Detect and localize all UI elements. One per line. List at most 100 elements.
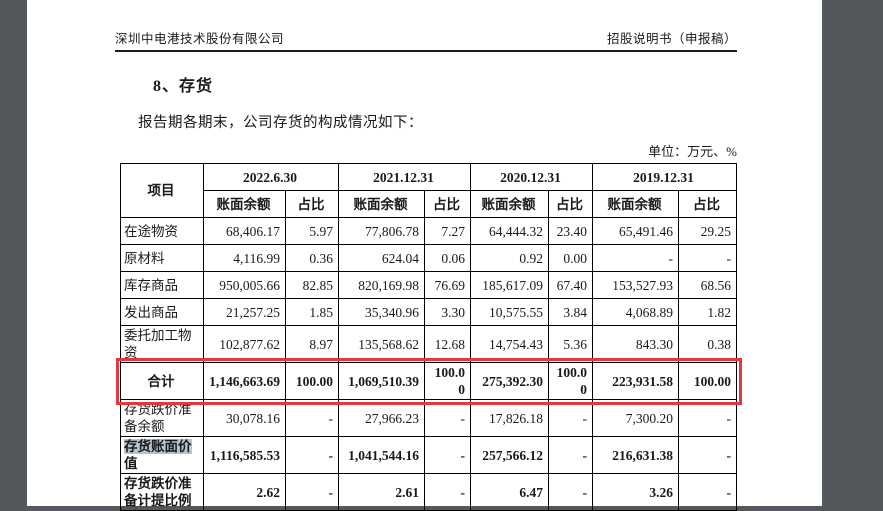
cell-value: 3.84	[548, 298, 593, 326]
row-label: 存货跌价准备余额	[120, 399, 204, 437]
cell-value: 76.69	[424, 271, 471, 299]
cell-value: 1.85	[285, 298, 339, 326]
cell-value: 7,300.20	[592, 399, 679, 437]
cell-value: -	[548, 399, 593, 437]
column-header-period-2022: 2022.6.30	[203, 163, 339, 191]
cell-value: -	[548, 436, 593, 474]
cell-value: -	[592, 244, 679, 272]
column-header-ratio: 占比	[424, 190, 471, 218]
cell-value: -	[285, 399, 339, 437]
company-name: 深圳中电港技术股份有限公司	[115, 32, 285, 46]
cell-value: 100.00	[424, 362, 471, 400]
cell-value: 0.06	[424, 244, 471, 272]
cell-value: -	[678, 399, 737, 437]
row-label: 库存商品	[120, 271, 204, 299]
cell-value: 1,146,663.69	[203, 362, 286, 400]
cell-value: 3.26	[592, 473, 679, 511]
cell-value: 27,966.23	[338, 399, 425, 437]
table-header-row-measures: 账面余额 占比 账面余额 占比 账面余额 占比 账面余额 占比	[121, 190, 737, 218]
table-row: 委托加工物资 102,877.62 8.97 135,568.62 12.68 14,75…	[120, 325, 737, 363]
column-header-item: 项目	[120, 163, 204, 218]
document-type-label: 招股说明书（申报稿）	[606, 32, 737, 46]
column-header-balance: 账面余额	[592, 190, 679, 218]
column-header-period-2021: 2021.12.31	[338, 163, 471, 191]
cell-value: 2.61	[338, 473, 425, 511]
cell-value: 820,169.98	[338, 271, 425, 299]
document-page: 深圳中电港技术股份有限公司 招股说明书（申报稿） 8、存货 报告期各期末，公司存…	[27, 0, 822, 511]
cell-value: 65,491.46	[592, 217, 679, 245]
cell-value: 102,877.62	[203, 325, 286, 363]
cell-value: 1,116,585.53	[203, 436, 286, 474]
cell-value: 5.36	[548, 325, 593, 363]
table-header-row-periods: 项目 2022.6.30 2021.12.31 2020.12.31 2019.…	[120, 163, 737, 218]
cell-value: 216,631.38	[592, 436, 679, 474]
cell-value: -	[424, 473, 471, 511]
cell-value: 4,068.89	[592, 298, 679, 326]
cell-value: 35,340.96	[338, 298, 425, 326]
cell-value: 185,617.09	[470, 271, 549, 299]
column-header-period-2019: 2019.12.31	[592, 163, 737, 191]
cell-value: 8.97	[285, 325, 339, 363]
column-header-ratio: 占比	[285, 190, 339, 218]
cell-value: 843.30	[592, 325, 679, 363]
cell-value: -	[285, 436, 339, 474]
cell-value: 950,005.66	[203, 271, 286, 299]
cell-value: 64,444.32	[470, 217, 549, 245]
column-header-period-2020: 2020.12.31	[470, 163, 593, 191]
cell-value: 275,392.30	[470, 362, 549, 400]
cell-value: -	[285, 473, 339, 511]
cell-value: 1.82	[678, 298, 737, 326]
cell-value: 4,116.99	[203, 244, 286, 272]
text-selection-highlight: 存货账面价	[124, 439, 192, 454]
table-row: 存货账面价值 1,116,585.53-1,041,544.16-257,566.…	[120, 436, 737, 474]
row-label: 原材料	[120, 244, 204, 272]
cell-value: 30,078.16	[203, 399, 286, 437]
column-header-balance: 账面余额	[470, 190, 549, 218]
cell-value: -	[424, 436, 471, 474]
table-row: 存货跌价准备余额 30,078.16-27,966.23-17,826.18-7,…	[120, 399, 737, 437]
cell-value: -	[424, 399, 471, 437]
table-row: 原材料 4,116.99 0.36 624.04 0.06 0.92 0.00- -	[120, 244, 737, 272]
column-header-ratio: 占比	[678, 190, 737, 218]
cell-value: 68,406.17	[203, 217, 286, 245]
row-label: 合计	[120, 362, 204, 400]
cell-value: 67.40	[548, 271, 593, 299]
table-row: 在途物资 68,406.17 5.97 77,806.78 7.27 64,444.32 2…	[120, 217, 737, 245]
cell-value: 257,566.12	[470, 436, 549, 474]
intro-paragraph: 报告期各期末，公司存货的构成情况如下：	[138, 115, 423, 131]
cell-value: 100.00	[548, 362, 593, 400]
cell-value: 10,575.55	[470, 298, 549, 326]
cell-value: 223,931.58	[592, 362, 679, 400]
cell-value: 3.30	[424, 298, 471, 326]
table-row: 库存商品 950,005.66 82.85 820,169.98 76.69 185,61…	[120, 271, 737, 299]
cell-value: -	[678, 436, 737, 474]
table-row: 存货跌价准备计提比例 2.62-2.61-6.47-3.26-	[120, 473, 737, 511]
unit-note: 单位：万元、%	[648, 144, 737, 159]
total-row: 合计 1,146,663.69 100.00 1,069,510.39 100.00 27…	[115, 357, 742, 405]
cell-value: 17,826.18	[470, 399, 549, 437]
cell-value: 82.85	[285, 271, 339, 299]
cell-value: 135,568.62	[338, 325, 425, 363]
cell-value: -	[678, 473, 737, 511]
cell-value: 2.62	[203, 473, 286, 511]
cell-value: 29.25	[678, 217, 737, 245]
section-title: 8、存货	[153, 78, 214, 95]
cell-value: 7.27	[424, 217, 471, 245]
cell-value: 21,257.25	[203, 298, 286, 326]
cell-value: 100.00	[285, 362, 339, 400]
row-label: 发出商品	[120, 298, 204, 326]
cell-value: 0.00	[548, 244, 593, 272]
cell-value: 0.36	[285, 244, 339, 272]
cell-value: 12.68	[424, 325, 471, 363]
document-header: 深圳中电港技术股份有限公司 招股说明书（申报稿）	[115, 0, 737, 52]
cell-value: -	[548, 473, 593, 511]
table-row: 发出商品 21,257.25 1.85 35,340.96 3.30 10,575.55 3…	[120, 298, 737, 326]
cell-value: -	[678, 244, 737, 272]
row-label: 委托加工物资	[120, 325, 204, 363]
cell-value: 0.92	[470, 244, 549, 272]
cell-value: 100.00	[678, 362, 737, 400]
cell-value: 0.38	[678, 325, 737, 363]
column-header-balance: 账面余额	[203, 190, 286, 218]
cell-value: 68.56	[678, 271, 737, 299]
